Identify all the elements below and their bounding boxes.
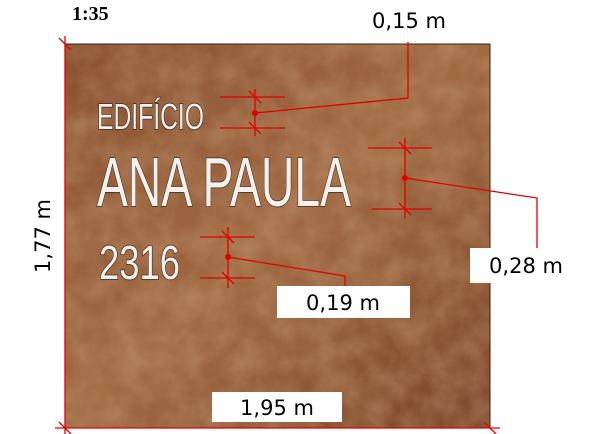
line1-dimension: 0,15 m <box>372 9 446 33</box>
sign-line1: EDIFÍCIO <box>97 96 204 137</box>
width-dimension: 1,95 m <box>240 396 314 420</box>
sign-line2: ANA PAULA <box>97 143 351 221</box>
line2-dimension: 0,28 m <box>489 254 563 278</box>
sign-line3: 2316 <box>99 237 180 290</box>
scale: 1:35 <box>72 3 109 25</box>
height-dimension: 1,77 m <box>31 199 55 273</box>
line3-dimension: 0,19 m <box>306 291 380 315</box>
drawing: 1:35 EDIFÍCIO ANA PAULA 2316 0,15 m 0,28… <box>0 0 614 434</box>
